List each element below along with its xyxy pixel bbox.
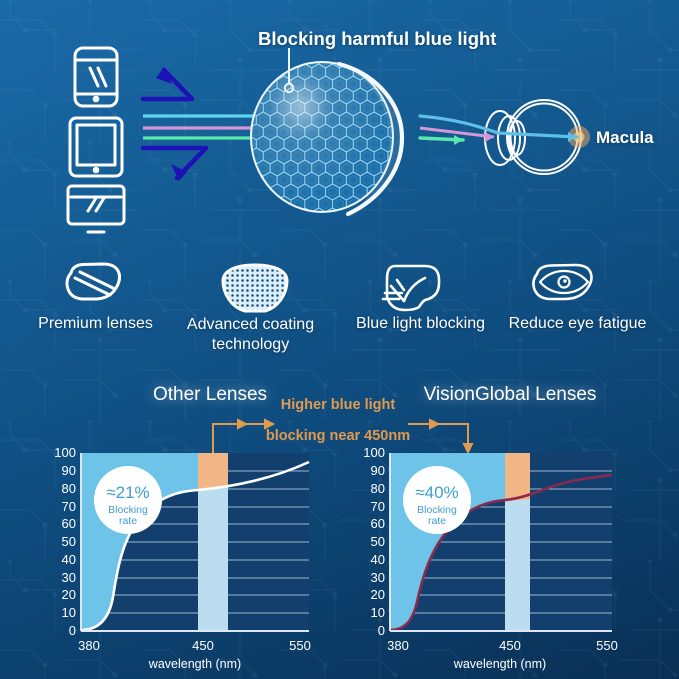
svg-text:90: 90 <box>371 463 385 478</box>
svg-text:rate: rate <box>428 515 446 527</box>
svg-text:wavelength (nm): wavelength (nm) <box>453 657 546 671</box>
svg-text:30: 30 <box>371 570 385 585</box>
svg-text:80: 80 <box>371 481 385 496</box>
svg-text:50: 50 <box>371 534 385 549</box>
svg-text:20: 20 <box>371 587 385 602</box>
svg-text:380: 380 <box>387 638 409 653</box>
svg-text:60: 60 <box>371 516 385 531</box>
svg-text:≈40%: ≈40% <box>415 483 458 502</box>
svg-text:550: 550 <box>596 638 618 653</box>
svg-text:450: 450 <box>499 638 521 653</box>
svg-text:100: 100 <box>363 445 385 460</box>
svg-text:40: 40 <box>371 552 385 567</box>
svg-text:10: 10 <box>371 605 385 620</box>
svg-text:0: 0 <box>378 623 385 638</box>
svg-text:70: 70 <box>371 499 385 514</box>
